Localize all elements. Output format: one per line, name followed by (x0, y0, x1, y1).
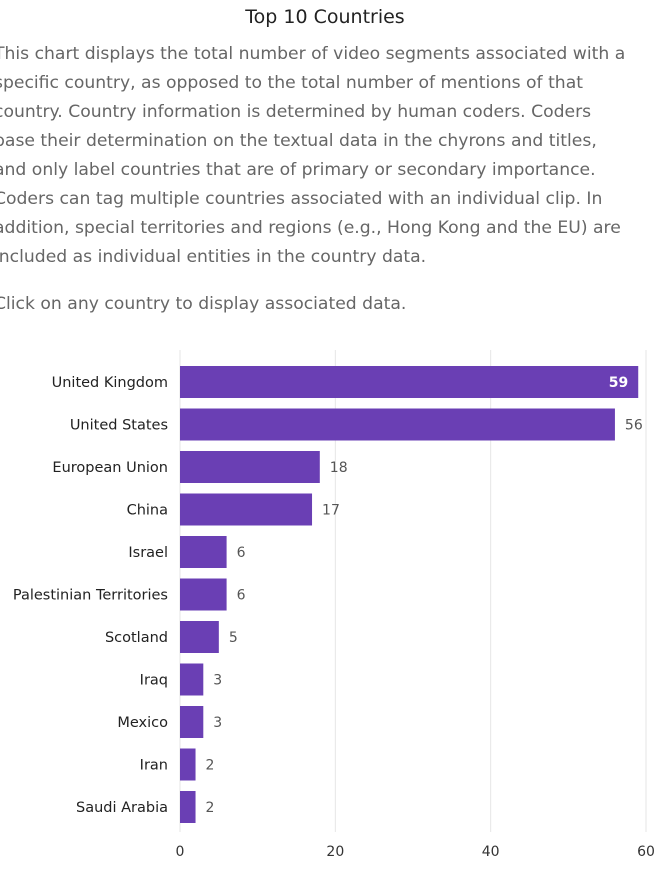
category-label[interactable]: Palestinian Territories (13, 588, 168, 604)
bars (180, 366, 639, 823)
value-labels: 59 56 18 17 6 6 5 3 3 2 2 (206, 375, 643, 816)
chart-description: This chart displays the total number of … (0, 40, 667, 272)
bar-iraq[interactable] (180, 663, 204, 696)
description-line: included as individual entities in the c… (0, 247, 427, 267)
click-hint: Click on any country to display associat… (0, 294, 407, 314)
category-label[interactable]: United Kingdom (52, 375, 168, 391)
bar-china[interactable] (180, 493, 313, 526)
bar-palestinian-territories[interactable] (180, 578, 227, 611)
bar-scotland[interactable] (180, 621, 219, 653)
bar-chart: United Kingdom United States European Unio… (13, 350, 655, 860)
category-label[interactable]: Iran (140, 758, 168, 774)
bar-israel[interactable] (180, 536, 227, 568)
bar-united-kingdom[interactable] (180, 366, 639, 398)
description-line: Coders can tag multiple countries associ… (0, 189, 603, 209)
x-tick-label: 60 (637, 844, 655, 860)
category-labels: United Kingdom United States European Unio… (13, 375, 168, 816)
bar-value-label: 6 (237, 545, 246, 561)
bar-value-label: 17 (322, 503, 340, 519)
bar-value-label: 56 (625, 418, 643, 434)
category-label[interactable]: Israel (128, 545, 168, 561)
category-label[interactable]: Scotland (105, 630, 168, 646)
bar-mexico[interactable] (180, 706, 204, 738)
bar-european-union[interactable] (180, 451, 320, 483)
x-tick-label: 20 (326, 844, 344, 860)
bar-value-label: 3 (213, 715, 222, 731)
bar-value-label: 2 (206, 800, 215, 816)
bar-value-label: 5 (229, 630, 238, 646)
category-label[interactable]: China (127, 503, 168, 519)
category-label[interactable]: Iraq (140, 673, 168, 689)
x-tick-label: 0 (176, 844, 185, 860)
category-label[interactable]: United States (70, 418, 168, 434)
bar-united-states[interactable] (180, 408, 615, 441)
bar-value-label: 6 (237, 588, 246, 604)
bar-value-label: 2 (206, 758, 215, 774)
bar-iran[interactable] (180, 748, 196, 781)
bar-value-label: 18 (330, 460, 348, 476)
bar-saudi-arabia[interactable] (180, 791, 196, 823)
x-axis-ticks: 0 20 40 60 (176, 844, 655, 860)
category-label[interactable]: Saudi Arabia (76, 800, 168, 816)
description-line: specific country, as opposed to the tota… (0, 73, 583, 93)
description-line: addition, special territories and region… (0, 218, 621, 238)
description-line: country. Country information is determin… (0, 102, 592, 122)
category-label[interactable]: Mexico (117, 715, 168, 731)
bar-value-label: 3 (213, 673, 222, 689)
bar-value-label: 59 (609, 375, 628, 391)
category-label[interactable]: European Union (52, 460, 168, 476)
x-tick-label: 40 (482, 844, 500, 860)
description-line: base their determination on the textual … (0, 131, 597, 151)
description-line: This chart displays the total number of … (0, 44, 626, 64)
description-line: and only label countries that are of pri… (0, 160, 596, 180)
chart-title: Top 10 Countries (245, 6, 405, 28)
